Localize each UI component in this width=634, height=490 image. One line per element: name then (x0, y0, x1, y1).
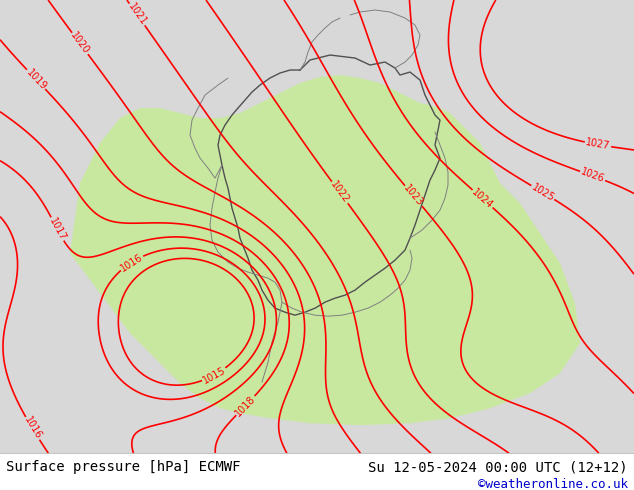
Polygon shape (70, 75, 580, 425)
Text: 1026: 1026 (579, 167, 606, 185)
Text: 1022: 1022 (328, 179, 351, 205)
Text: Su 12-05-2024 00:00 UTC (12+12): Su 12-05-2024 00:00 UTC (12+12) (368, 460, 628, 474)
Text: 1015: 1015 (201, 365, 228, 385)
Text: 1019: 1019 (24, 67, 48, 92)
Text: 1016: 1016 (119, 252, 145, 273)
Text: 1023: 1023 (402, 183, 425, 209)
Text: 1027: 1027 (585, 137, 611, 152)
Text: 1021: 1021 (126, 1, 148, 27)
Text: Surface pressure [hPa] ECMWF: Surface pressure [hPa] ECMWF (6, 460, 241, 474)
Text: 1016: 1016 (22, 416, 43, 441)
Text: 1018: 1018 (233, 393, 257, 418)
Text: 1024: 1024 (470, 187, 495, 211)
Text: ©weatheronline.co.uk: ©weatheronline.co.uk (477, 478, 628, 490)
Text: 1017: 1017 (47, 216, 67, 242)
Text: 1025: 1025 (529, 182, 556, 203)
Text: 1020: 1020 (68, 30, 91, 56)
